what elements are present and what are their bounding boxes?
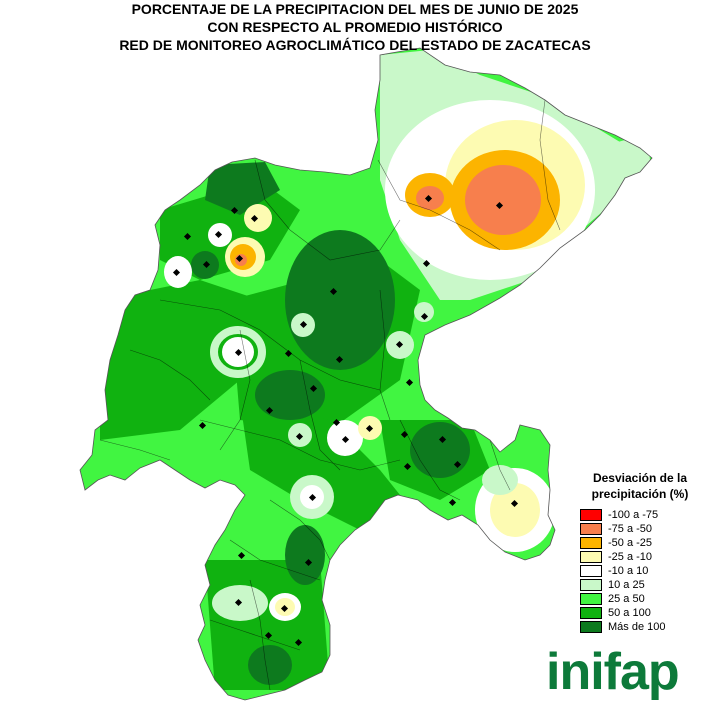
station-marker	[304, 558, 313, 567]
station-marker	[284, 349, 293, 358]
station-marker	[495, 201, 504, 210]
station-marker	[335, 355, 344, 364]
station-marker	[299, 320, 308, 329]
station-marker	[395, 340, 404, 349]
station-marker	[332, 418, 341, 427]
legend-item: 50 a 100	[580, 606, 700, 620]
legend-label: Más de 100	[608, 621, 666, 633]
station-marker	[172, 268, 181, 277]
station-marker	[308, 493, 317, 502]
station-marker	[295, 432, 304, 441]
station-marker	[230, 206, 239, 215]
legend-item: 10 a 25	[580, 578, 700, 592]
legend-swatch	[580, 523, 602, 535]
title-line-2: CON RESPECTO AL PROMEDIO HISTÓRICO	[207, 19, 503, 35]
inifap-logo: inifap	[546, 643, 680, 701]
station-marker	[264, 631, 273, 640]
legend-label: -10 a 10	[608, 565, 649, 577]
station-marker	[422, 259, 431, 268]
legend-label: 50 a 100	[608, 607, 651, 619]
station-marker	[294, 638, 303, 647]
state-outline	[79, 47, 653, 701]
legend-items: -100 a -75 -75 a -50 -50 a -25 -25 a -10 -10…	[580, 508, 700, 634]
legend-label: -50 a -25	[608, 537, 653, 549]
legend-label: -75 a -50	[608, 523, 653, 535]
legend-label: -25 a -10	[608, 551, 653, 563]
legend-item: -50 a -25	[580, 536, 700, 550]
station-marker	[329, 287, 338, 296]
legend-label: 10 a 25	[608, 579, 645, 591]
station-marker	[453, 460, 462, 469]
station-marker	[250, 214, 259, 223]
station-marker	[234, 598, 243, 607]
station-marker	[405, 378, 414, 387]
title-line-1: PORCENTAJE DE LA PRECIPITACION DEL MES D…	[131, 1, 579, 17]
legend-item: -10 a 10	[580, 564, 700, 578]
station-marker	[365, 424, 374, 433]
station-marker	[403, 462, 412, 471]
legend-item: -25 a -10	[580, 550, 700, 564]
map-title: PORCENTAJE DE LA PRECIPITACION DEL MES D…	[0, 0, 710, 54]
station-marker	[400, 430, 409, 439]
legend-label: 25 a 50	[608, 593, 645, 605]
legend-swatch	[580, 537, 602, 549]
station-marker	[448, 498, 457, 507]
legend-item: -100 a -75	[580, 508, 700, 522]
station-marker	[198, 421, 207, 430]
station-marker	[183, 232, 192, 241]
legend-swatch	[580, 593, 602, 605]
station-marker	[420, 312, 429, 321]
station-marker	[510, 499, 519, 508]
legend-swatch	[580, 621, 602, 633]
station-marker	[341, 435, 350, 444]
title-line-3: RED DE MONITOREO AGROCLIMÁTICO DEL ESTAD…	[119, 37, 591, 53]
station-marker	[235, 254, 244, 263]
legend-swatch	[580, 551, 602, 563]
station-marker	[202, 260, 211, 269]
legend-swatch	[580, 579, 602, 591]
legend-swatch	[580, 607, 602, 619]
municipal-boundaries	[99, 99, 561, 691]
station-marker	[234, 348, 243, 357]
station-marker	[309, 384, 318, 393]
legend-title-line-2: precipitación (%)	[591, 487, 689, 501]
station-marker	[237, 551, 246, 560]
legend-item: 25 a 50	[580, 592, 700, 606]
legend-swatch	[580, 509, 602, 521]
station-marker	[265, 406, 274, 415]
weather-stations	[172, 194, 519, 647]
legend-title: Desviación de la precipitación (%)	[580, 470, 700, 502]
station-marker	[214, 230, 223, 239]
legend: Desviación de la precipitación (%) -100 …	[580, 470, 700, 634]
station-marker	[280, 604, 289, 613]
station-marker	[424, 194, 433, 203]
legend-item: -75 a -50	[580, 522, 700, 536]
station-marker	[438, 435, 447, 444]
legend-label: -100 a -75	[608, 509, 659, 521]
legend-title-line-1: Desviación de la	[592, 471, 688, 485]
legend-swatch	[580, 565, 602, 577]
legend-item: Más de 100	[580, 620, 700, 634]
